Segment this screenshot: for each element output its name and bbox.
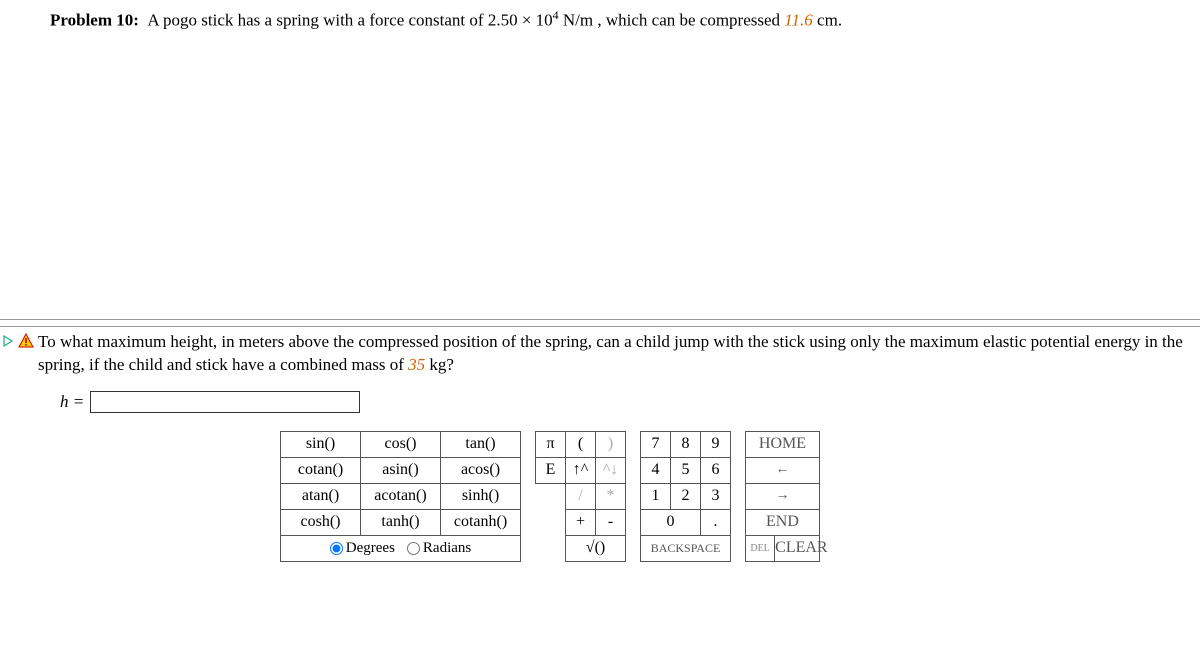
mass-value: 35 bbox=[408, 355, 425, 374]
key-multiply[interactable]: * bbox=[596, 483, 626, 509]
degrees-label: Degrees bbox=[346, 540, 395, 557]
key-clear[interactable]: CLEAR bbox=[775, 536, 827, 561]
del-clear-row: DEL CLEAR bbox=[746, 535, 820, 561]
fn-tanh[interactable]: tanh() bbox=[361, 509, 441, 535]
expand-triangle-icon[interactable] bbox=[2, 335, 14, 347]
fn-sinh[interactable]: sinh() bbox=[441, 483, 521, 509]
key-divide[interactable]: / bbox=[566, 483, 596, 509]
blank-cell bbox=[536, 483, 566, 509]
key-6[interactable]: 6 bbox=[701, 457, 731, 483]
key-minus[interactable]: - bbox=[596, 509, 626, 535]
problem-statement: Problem 10: A pogo stick has a spring wi… bbox=[50, 8, 1190, 31]
key-open-paren[interactable]: ( bbox=[566, 431, 596, 457]
fn-acos[interactable]: acos() bbox=[441, 457, 521, 483]
answer-variable-label: h = bbox=[60, 392, 84, 412]
fn-atan[interactable]: atan() bbox=[281, 483, 361, 509]
warning-icon bbox=[18, 333, 34, 349]
key-subscript[interactable]: ^↓ bbox=[596, 457, 626, 483]
key-left[interactable]: ← bbox=[746, 457, 820, 483]
question-text: To what maximum height, in meters above … bbox=[38, 331, 1198, 377]
key-5[interactable]: 5 bbox=[671, 457, 701, 483]
fn-asin[interactable]: asin() bbox=[361, 457, 441, 483]
degrees-option[interactable]: Degrees bbox=[330, 540, 395, 557]
key-del[interactable]: DEL bbox=[746, 536, 775, 561]
key-E[interactable]: E bbox=[536, 457, 566, 483]
blank-cell bbox=[536, 535, 566, 561]
function-keys-table: sin() cos() tan() cotan() asin() acos() … bbox=[280, 431, 521, 562]
blank-cell bbox=[536, 509, 566, 535]
fn-cotanh[interactable]: cotanh() bbox=[441, 509, 521, 535]
problem-text-mid: N/m , which can be compressed bbox=[559, 11, 785, 30]
key-7[interactable]: 7 bbox=[641, 431, 671, 457]
key-sqrt[interactable]: √() bbox=[566, 535, 626, 561]
key-2[interactable]: 2 bbox=[671, 483, 701, 509]
key-close-paren[interactable]: ) bbox=[596, 431, 626, 457]
radians-radio[interactable] bbox=[407, 542, 420, 555]
control-keys-table: HOME ← → END DEL CLEAR bbox=[745, 431, 820, 562]
key-8[interactable]: 8 bbox=[671, 431, 701, 457]
key-4[interactable]: 4 bbox=[641, 457, 671, 483]
key-decimal[interactable]: . bbox=[701, 509, 731, 535]
key-0[interactable]: 0 bbox=[641, 509, 701, 535]
fn-sin[interactable]: sin() bbox=[281, 431, 361, 457]
key-9[interactable]: 9 bbox=[701, 431, 731, 457]
fn-cos[interactable]: cos() bbox=[361, 431, 441, 457]
problem-text-after: cm. bbox=[813, 11, 842, 30]
fn-cotan[interactable]: cotan() bbox=[281, 457, 361, 483]
problem-text-before: A pogo stick has a spring with a force c… bbox=[147, 11, 552, 30]
compression-value: 11.6 bbox=[784, 11, 813, 30]
key-plus[interactable]: + bbox=[566, 509, 596, 535]
radians-option[interactable]: Radians bbox=[407, 540, 471, 557]
key-end[interactable]: END bbox=[746, 509, 820, 535]
angle-mode-row: Degrees Radians bbox=[281, 535, 521, 561]
key-3[interactable]: 3 bbox=[701, 483, 731, 509]
key-superscript[interactable]: ↑^ bbox=[566, 457, 596, 483]
number-keys-table: 7 8 9 4 5 6 1 2 3 0 . BACKSPACE bbox=[640, 431, 731, 562]
fn-cosh[interactable]: cosh() bbox=[281, 509, 361, 535]
question-after: kg? bbox=[425, 355, 454, 374]
fn-acotan[interactable]: acotan() bbox=[361, 483, 441, 509]
operator-keys-table: π ( ) E ↑^ ^↓ / * + - √() bbox=[535, 431, 626, 562]
degrees-radio[interactable] bbox=[330, 542, 343, 555]
keypad: sin() cos() tan() cotan() asin() acos() … bbox=[0, 431, 1200, 562]
key-pi[interactable]: π bbox=[536, 431, 566, 457]
section-divider bbox=[0, 319, 1200, 327]
answer-input[interactable] bbox=[90, 391, 360, 413]
question-before: To what maximum height, in meters above … bbox=[38, 332, 1183, 374]
key-home[interactable]: HOME bbox=[746, 431, 820, 457]
key-backspace[interactable]: BACKSPACE bbox=[641, 535, 731, 561]
key-1[interactable]: 1 bbox=[641, 483, 671, 509]
radians-label: Radians bbox=[423, 540, 471, 557]
fn-tan[interactable]: tan() bbox=[441, 431, 521, 457]
problem-label: Problem 10: bbox=[50, 11, 139, 30]
key-right[interactable]: → bbox=[746, 483, 820, 509]
